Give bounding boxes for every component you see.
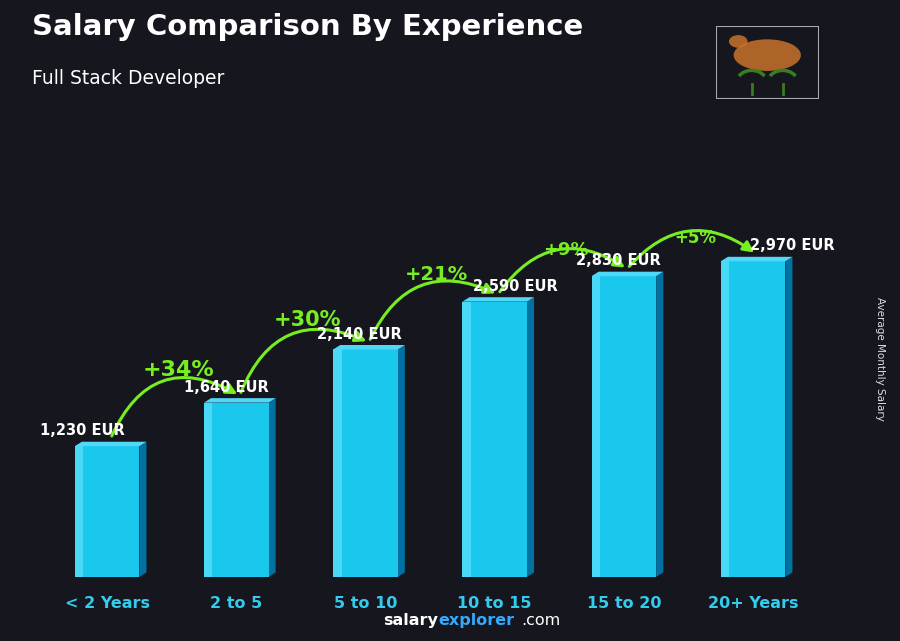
Polygon shape bbox=[333, 349, 342, 577]
Polygon shape bbox=[463, 297, 534, 302]
Polygon shape bbox=[333, 349, 398, 577]
Text: 1,230 EUR: 1,230 EUR bbox=[40, 422, 124, 438]
Polygon shape bbox=[656, 272, 663, 577]
Text: +9%: +9% bbox=[543, 242, 589, 260]
Text: 2,970 EUR: 2,970 EUR bbox=[750, 238, 834, 253]
Polygon shape bbox=[398, 345, 405, 577]
Text: +21%: +21% bbox=[405, 265, 468, 284]
Text: explorer: explorer bbox=[438, 613, 515, 628]
Polygon shape bbox=[786, 257, 793, 577]
Polygon shape bbox=[591, 276, 600, 577]
Text: 1,640 EUR: 1,640 EUR bbox=[184, 379, 268, 395]
Polygon shape bbox=[591, 276, 656, 577]
Text: +30%: +30% bbox=[274, 310, 341, 331]
Text: +34%: +34% bbox=[142, 360, 214, 380]
Polygon shape bbox=[721, 262, 729, 577]
Polygon shape bbox=[333, 345, 405, 349]
Text: .com: .com bbox=[521, 613, 561, 628]
Text: 2,590 EUR: 2,590 EUR bbox=[473, 279, 558, 294]
Polygon shape bbox=[140, 442, 147, 577]
Text: 2,830 EUR: 2,830 EUR bbox=[576, 253, 662, 268]
Polygon shape bbox=[204, 403, 268, 577]
Polygon shape bbox=[75, 442, 147, 446]
Text: Full Stack Developer: Full Stack Developer bbox=[32, 69, 224, 88]
Polygon shape bbox=[527, 297, 534, 577]
Polygon shape bbox=[75, 446, 83, 577]
Polygon shape bbox=[721, 257, 793, 262]
Text: Salary Comparison By Experience: Salary Comparison By Experience bbox=[32, 13, 583, 41]
Ellipse shape bbox=[734, 39, 801, 71]
Polygon shape bbox=[75, 446, 140, 577]
Polygon shape bbox=[463, 302, 471, 577]
Polygon shape bbox=[268, 398, 275, 577]
Text: 2,140 EUR: 2,140 EUR bbox=[317, 326, 401, 342]
Text: +5%: +5% bbox=[674, 229, 716, 247]
Polygon shape bbox=[721, 262, 786, 577]
Polygon shape bbox=[591, 272, 663, 276]
Polygon shape bbox=[463, 302, 527, 577]
Text: salary: salary bbox=[383, 613, 438, 628]
Text: Average Monthly Salary: Average Monthly Salary bbox=[875, 297, 886, 421]
Ellipse shape bbox=[729, 35, 748, 48]
Polygon shape bbox=[204, 398, 275, 403]
Polygon shape bbox=[204, 403, 212, 577]
